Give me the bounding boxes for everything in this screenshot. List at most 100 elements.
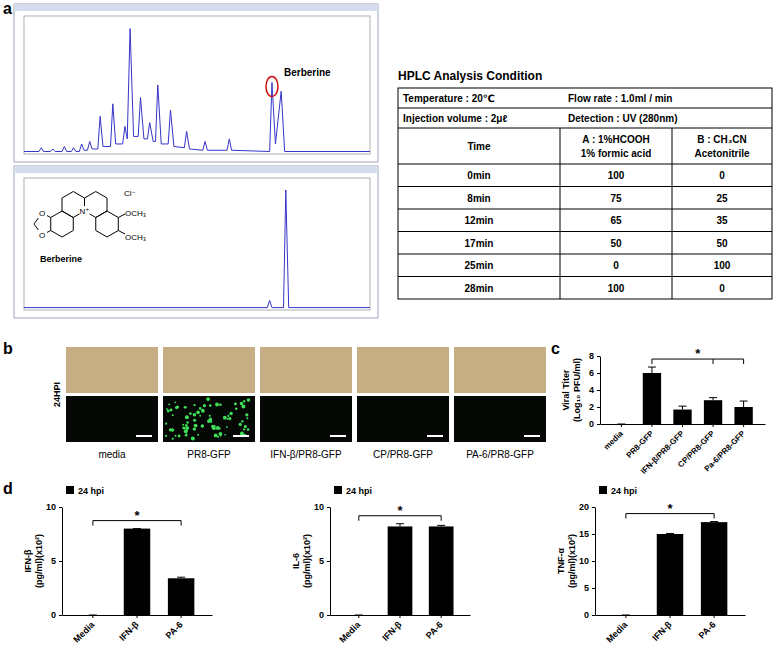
gfp-cell (184, 429, 188, 433)
x-tick-mark (713, 424, 714, 427)
gfp-cell (199, 407, 202, 410)
x-tick: PR8-GFP (624, 424, 655, 460)
x-axis: MediaIFN-βPA-6 (596, 615, 746, 645)
significance-mark: * (695, 346, 701, 361)
legend-entry: 24 hpi (78, 486, 104, 496)
error-bar (617, 424, 625, 425)
x-tick-mark (625, 615, 626, 618)
x-tick-label: Media (337, 619, 363, 645)
gfp-cell (214, 434, 218, 438)
table-cell: Injection volume : 2μℓ (403, 113, 507, 124)
table-rule (398, 276, 772, 277)
y-tick-label: 0 (584, 610, 589, 620)
table-cell: 75 (610, 193, 622, 204)
y-tick-mark (59, 507, 62, 508)
significance-mark: * (397, 503, 403, 518)
scale-bar (330, 435, 346, 437)
y-tick: 0 (589, 419, 600, 429)
bar (643, 373, 661, 424)
gfp-cell (217, 436, 219, 438)
x-tick-label: Media (71, 619, 97, 645)
y-tick-label: 4 (589, 385, 594, 395)
legend-swatch (334, 486, 342, 494)
fluorescence-image (66, 396, 158, 442)
gfp-cell (209, 415, 211, 417)
error-bar (710, 521, 718, 523)
gfp-cell (228, 417, 231, 420)
y-tick: 0 (51, 610, 62, 620)
y-tick-mark (59, 615, 62, 616)
table-rule (398, 209, 772, 210)
y-tick-mark (592, 561, 595, 562)
x-tick-mark (92, 615, 93, 618)
y-tick: 0 (584, 610, 595, 620)
gfp-cell (215, 403, 219, 407)
table-cell: 12min (465, 215, 494, 226)
x-tick-mark (181, 615, 182, 618)
bar (657, 534, 683, 615)
y-tick-mark (592, 615, 595, 616)
x-tick: PA-6 (164, 615, 185, 641)
x-tick: media (602, 424, 625, 452)
table-cell: 25 (716, 193, 728, 204)
gfp-cell (193, 404, 195, 406)
x-tick-mark (743, 424, 744, 427)
y-axis-line (600, 357, 601, 425)
scale-bar (427, 435, 443, 437)
significance-mark: * (667, 501, 673, 516)
x-tick: PA-6 (697, 615, 718, 641)
gfp-cell (216, 426, 220, 430)
x-tick: IFN-β/PR8-GFP (639, 424, 686, 476)
y-tick: 10 (46, 502, 62, 512)
table-cell: 0min (467, 170, 490, 181)
table-rule (398, 164, 772, 165)
table-rule (672, 128, 673, 299)
y-axis: 02468 (589, 351, 601, 429)
table-title: HPLC Analysis Condition (398, 69, 542, 83)
y-tick: 15 (579, 529, 595, 539)
gfp-cell (196, 411, 200, 415)
x-tick-label: PA-6 (424, 620, 445, 641)
plot-frame (24, 178, 370, 310)
bar (429, 526, 454, 615)
x-tick-label: Pa-6/PR8-GFP (703, 429, 748, 474)
panel-label: c (551, 340, 560, 357)
y-tick: 5 (51, 556, 62, 566)
atom-label: OCH₃ (125, 209, 146, 218)
x-tick-label: PR8-GFP (624, 429, 655, 460)
error-bar (666, 533, 674, 535)
table-header: Time (467, 141, 491, 152)
gfp-cell (209, 420, 212, 423)
y-axis-line (330, 508, 331, 616)
significance-mark: * (134, 508, 140, 523)
y-tick: 10 (314, 502, 330, 512)
y-axis-title: (pg/ml)(x10²) (34, 534, 44, 588)
gfp-cell (218, 432, 222, 436)
gfp-cell (229, 412, 232, 415)
plot-area (355, 524, 454, 615)
table-cell: 100 (608, 283, 625, 294)
bar (346, 615, 371, 616)
error-bar (648, 367, 656, 373)
table-cell: 0 (613, 260, 619, 271)
brightfield-image (454, 347, 546, 393)
y-axis-line (595, 508, 596, 616)
gfp-cell (194, 424, 198, 428)
y-tick-mark (592, 507, 595, 508)
panel-label: a (3, 0, 12, 17)
gfp-cell (241, 405, 245, 409)
trace (24, 29, 370, 152)
chromatogram: Berberine (14, 4, 378, 162)
gfp-cell (243, 400, 245, 402)
atom-label: OCH₃ (125, 233, 146, 242)
row-label: 24HPI (52, 382, 62, 407)
x-tick-label: media (602, 429, 625, 452)
x-axis: MediaIFN-βPA-6 (63, 615, 213, 645)
x-tick-label: Media (604, 619, 630, 645)
gfp-cell (246, 417, 248, 419)
brightfield-image (163, 347, 255, 393)
table-header: B : CH₃CN (697, 134, 747, 145)
x-tick: Media (71, 615, 97, 645)
gfp-cell (245, 413, 248, 416)
window-frame (14, 4, 378, 162)
